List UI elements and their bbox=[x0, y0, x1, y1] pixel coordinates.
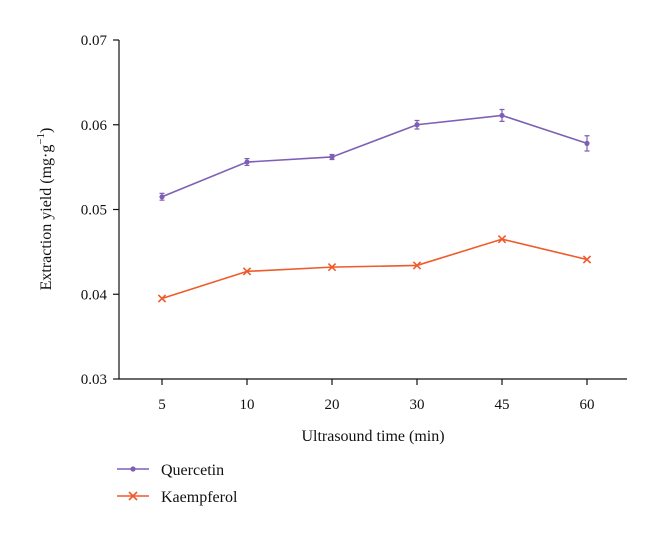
series-line-quercetin bbox=[161, 114, 588, 198]
data-point-kaempferol bbox=[242, 267, 252, 276]
data-point-kaempferol bbox=[582, 255, 592, 264]
data-point-quercetin bbox=[159, 194, 165, 200]
data-point-quercetin bbox=[329, 154, 335, 160]
legend-quercetin-label: Quercetin bbox=[161, 462, 224, 479]
data-point-kaempferol bbox=[412, 261, 422, 270]
legend-kaempferol-label: Kaempferol bbox=[161, 489, 238, 506]
y-tick-label: 0.07 bbox=[81, 33, 108, 49]
series-layer bbox=[157, 108, 592, 303]
series-kaempferol bbox=[157, 234, 592, 303]
y-tick-label: 0.05 bbox=[81, 203, 107, 219]
x-tick-label: 20 bbox=[325, 397, 340, 413]
legend-kaempferol-marker bbox=[128, 491, 138, 501]
legend: Quercetin Kaempferol bbox=[117, 462, 238, 506]
y-ticks: 0.03 0.04 0.05 0.06 0.07 bbox=[81, 33, 119, 388]
y-tick-label: 0.04 bbox=[81, 287, 108, 303]
data-point-quercetin bbox=[414, 122, 420, 128]
y-axis-title-close: ) bbox=[38, 128, 55, 133]
data-point-quercetin bbox=[584, 140, 590, 146]
data-point-quercetin bbox=[499, 112, 505, 119]
x-tick-label: 5 bbox=[158, 397, 166, 413]
x-axis-title: Ultrasound time (min) bbox=[301, 428, 444, 445]
y-axis-title-exponent: −1 bbox=[35, 133, 47, 145]
y-tick-label: 0.06 bbox=[81, 118, 108, 134]
data-point-kaempferol bbox=[497, 234, 507, 244]
series-line-kaempferol bbox=[161, 238, 588, 300]
data-point-kaempferol bbox=[327, 262, 337, 272]
y-tick-label: 0.03 bbox=[81, 372, 107, 388]
x-tick-label: 30 bbox=[410, 397, 425, 413]
x-tick-label: 10 bbox=[240, 397, 255, 413]
data-point-quercetin bbox=[244, 159, 250, 165]
data-point-kaempferol bbox=[157, 294, 167, 303]
x-ticks: 5 10 20 30 45 60 bbox=[158, 379, 595, 413]
series-quercetin bbox=[159, 108, 590, 201]
x-tick-label: 60 bbox=[580, 397, 595, 413]
legend-quercetin-marker bbox=[130, 466, 136, 472]
legend-item-kaempferol: Kaempferol bbox=[117, 489, 238, 506]
x-tick-label: 45 bbox=[495, 397, 510, 413]
axes bbox=[118, 40, 627, 380]
y-axis-title: Extraction yield (mg·g−1) bbox=[35, 128, 55, 291]
legend-item-quercetin: Quercetin bbox=[117, 462, 224, 479]
y-axis-title-main: Extraction yield (mg·g bbox=[38, 145, 55, 291]
